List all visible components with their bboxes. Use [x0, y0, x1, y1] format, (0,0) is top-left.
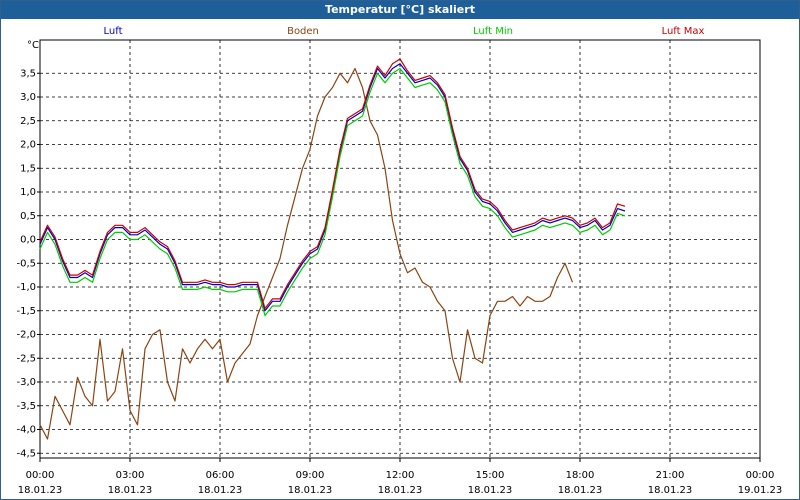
x-tick-date: 19.01.23 — [738, 485, 783, 496]
x-tick-date: 18.01.23 — [108, 485, 153, 496]
x-tick-date: 18.01.23 — [378, 485, 423, 496]
chart-title: Temperatur [°C] skaliert — [1, 1, 799, 19]
y-tick-label: -3,0 — [16, 377, 36, 388]
grid — [39, 39, 761, 459]
series-line-luft-min — [39, 67, 626, 317]
x-tick-time: 18:00 — [566, 470, 595, 481]
legend-luft: Luft — [104, 26, 123, 37]
legend: Luft Boden Luft Min Luft Max — [104, 26, 705, 37]
x-tick-time: 09:00 — [296, 470, 325, 481]
x-tick-date: 18.01.23 — [468, 485, 513, 496]
x-tick-time: 12:00 — [386, 470, 415, 481]
y-tick-label: 1,0 — [20, 187, 36, 198]
y-tick-label: 3,0 — [20, 92, 36, 103]
legend-boden: Boden — [287, 26, 319, 37]
x-tick-date: 18.01.23 — [558, 485, 603, 496]
y-tick-label: 2,5 — [20, 116, 36, 127]
x-tick-date: 18.01.23 — [18, 485, 63, 496]
series-lines — [39, 58, 626, 440]
x-tick-time: 06:00 — [206, 470, 235, 481]
y-tick-label: 0,0 — [20, 235, 36, 246]
x-tick-time: 00:00 — [26, 470, 55, 481]
axes: 3,5 3,0 2,5 2,0 1,5 1,0 0,5 0,0 -0,5 -1,0 -1,5 -2,0… — [16, 40, 782, 496]
x-tick-date: 18.01.23 — [198, 485, 243, 496]
x-tick-time: 15:00 — [476, 470, 505, 481]
x-tick-time: 00:00 — [746, 470, 775, 481]
y-tick-label: -3,5 — [16, 401, 36, 412]
y-tick-label: 0,5 — [20, 211, 36, 222]
legend-luft-min: Luft Min — [473, 26, 513, 37]
y-tick-label: -2,5 — [16, 353, 36, 364]
y-tick-label: 2,0 — [20, 140, 36, 151]
y-tick-label: -1,5 — [16, 306, 36, 317]
y-tick-label: -2,0 — [16, 330, 36, 341]
y-axis-unit: °C — [27, 40, 39, 51]
y-tick-label: -4,0 — [16, 425, 36, 436]
y-tick-label: 3,5 — [20, 68, 36, 79]
y-tick-label: -4,5 — [16, 448, 36, 459]
x-tick-date: 18.01.23 — [648, 485, 693, 496]
y-tick-label: 1,5 — [20, 163, 36, 174]
series-line-luft-max — [39, 58, 626, 309]
y-tick-label: -0,5 — [16, 258, 36, 269]
legend-luft-max: Luft Max — [662, 26, 705, 37]
x-tick-time: 03:00 — [116, 470, 145, 481]
series-line-boden — [39, 67, 574, 440]
y-tick-label: -1,0 — [16, 282, 36, 293]
x-tick-date: 18.01.23 — [288, 485, 333, 496]
x-tick-time: 21:00 — [656, 470, 685, 481]
